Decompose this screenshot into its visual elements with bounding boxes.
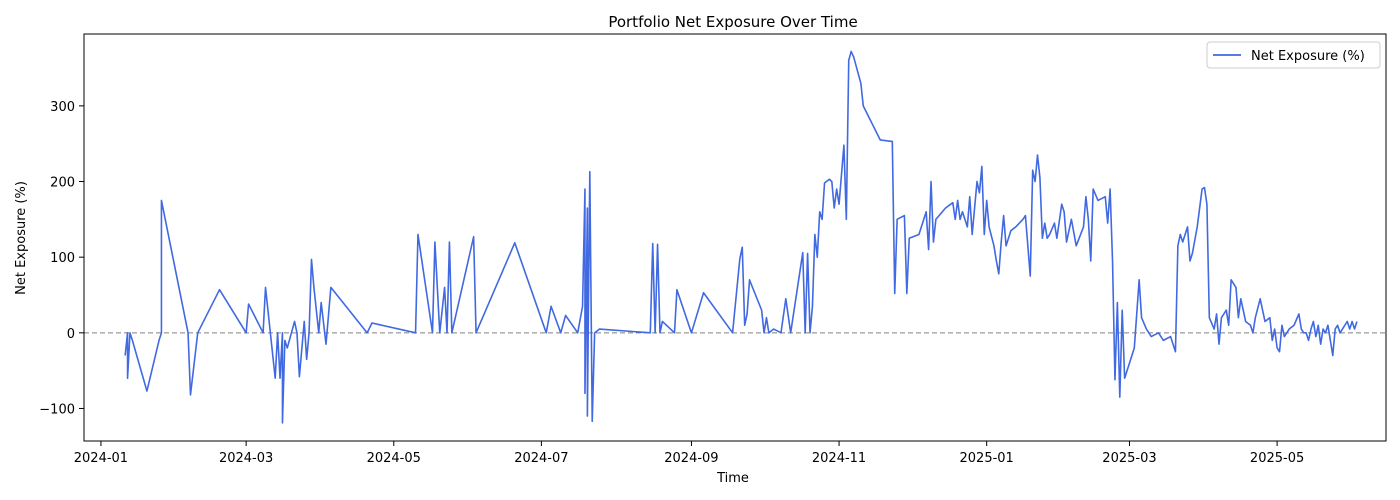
x-axis: 2024-01 2024-03 2024-05 2024-07 2024-09 2024-… — [74, 441, 1304, 466]
chart-title: Portfolio Net Exposure Over Time — [608, 13, 857, 31]
x-axis-label: Time — [716, 471, 749, 486]
plot-frame — [83, 33, 1387, 442]
legend: Net Exposure (%) — [1206, 41, 1381, 69]
series-line-0 — [124, 50, 1358, 424]
y-tick-label: 100 — [50, 251, 75, 266]
x-tick-label: 2025-03 — [1102, 451, 1156, 466]
x-tick-label: 2025-05 — [1250, 451, 1304, 466]
x-tick-label: 2025-01 — [960, 451, 1014, 466]
x-tick-label: 2024-09 — [664, 451, 718, 466]
x-tick-label: 2024-05 — [367, 451, 421, 466]
y-tick-label: 0 — [67, 327, 75, 342]
y-axis-label: Net Exposure (%) — [14, 181, 29, 295]
x-tick-label: 2024-07 — [514, 451, 568, 466]
y-axis: −100 0 100 200 300 — [39, 100, 84, 417]
x-tick-label: 2024-01 — [74, 451, 128, 466]
legend-box — [1206, 41, 1381, 69]
y-tick-label: 200 — [50, 176, 75, 191]
x-tick-label: 2024-11 — [812, 451, 866, 466]
legend-entry: Net Exposure (%) — [1251, 49, 1365, 64]
x-tick-label: 2024-03 — [219, 451, 273, 466]
plot-area — [84, 50, 1386, 424]
y-tick-label: −100 — [39, 402, 75, 417]
y-tick-label: 300 — [50, 100, 75, 115]
